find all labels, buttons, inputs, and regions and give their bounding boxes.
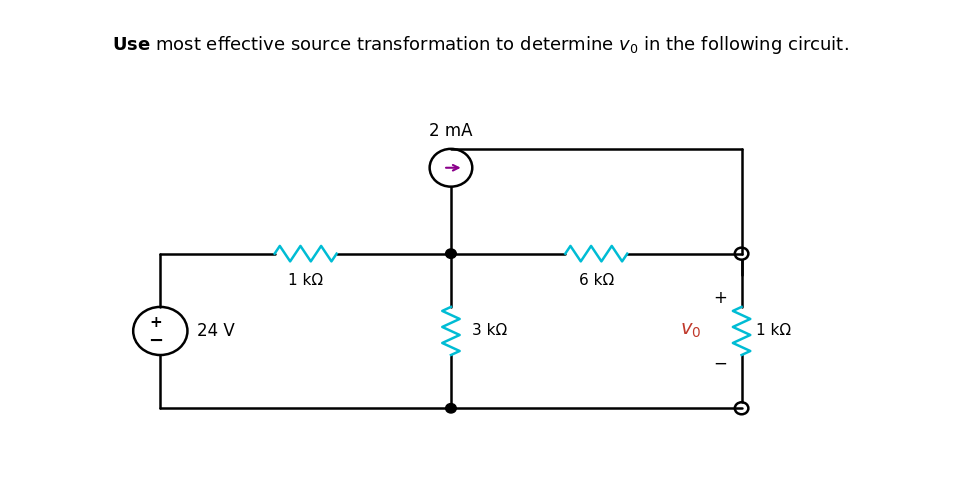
Circle shape [446,403,456,413]
Text: −: − [148,332,163,350]
Text: −: − [713,355,727,372]
Circle shape [446,249,456,258]
Text: $\mathbf{Use}$ most effective source transformation to determine $v_0$ in the fo: $\mathbf{Use}$ most effective source tra… [112,34,849,57]
Text: 3 kΩ: 3 kΩ [472,323,507,338]
Text: 1 kΩ: 1 kΩ [756,323,791,338]
Text: +: + [149,315,161,330]
Text: 6 kΩ: 6 kΩ [579,273,614,287]
Text: 24 V: 24 V [197,322,234,340]
Text: +: + [713,289,727,308]
Text: 2 mA: 2 mA [430,123,473,140]
Text: 1 kΩ: 1 kΩ [288,273,323,287]
Text: $v_0$: $v_0$ [679,321,701,340]
